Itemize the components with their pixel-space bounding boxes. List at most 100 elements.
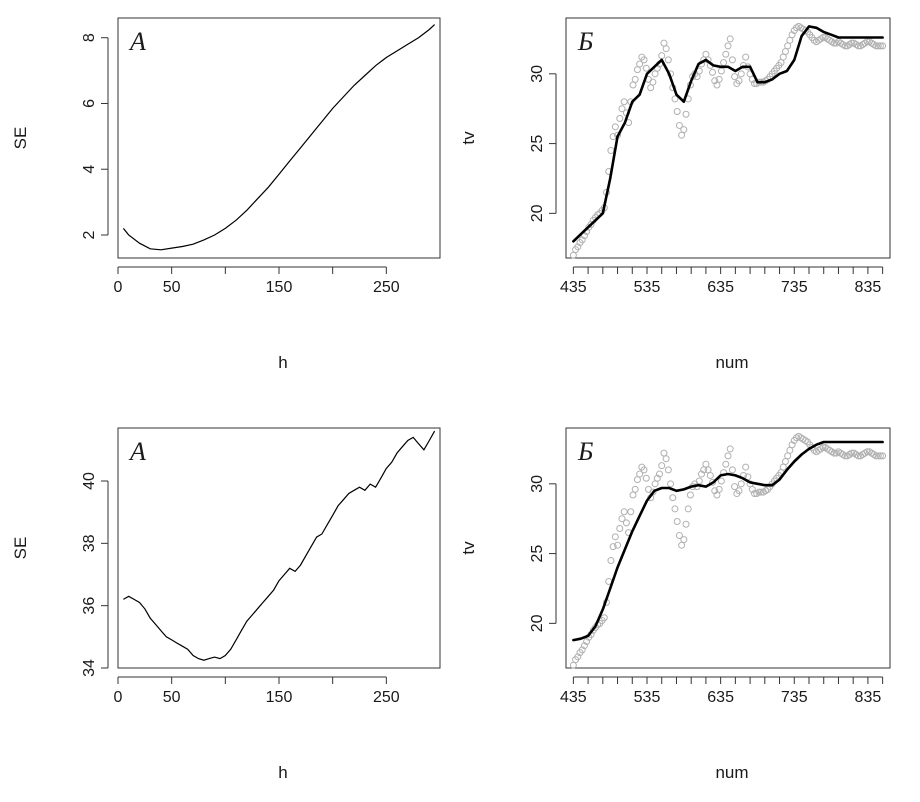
data-point: [673, 107, 681, 115]
panel-d-smooth-curve: [572, 440, 884, 642]
panel-c-panel-letter: А: [128, 437, 146, 466]
data-point: [574, 243, 582, 251]
data-point: [819, 34, 827, 42]
data-point: [662, 455, 670, 463]
data-point: [642, 64, 650, 72]
data-point: [620, 98, 628, 106]
panel-b-panel-letter: Б: [577, 27, 593, 56]
data-point: [673, 517, 681, 525]
data-point: [876, 42, 884, 50]
panel-b-x-axis-title: num: [715, 353, 748, 372]
panel-d-y-tick-label: 30: [529, 475, 546, 493]
data-point: [841, 452, 849, 460]
data-point: [636, 60, 644, 68]
data-point: [854, 452, 862, 460]
panel-c-y-tick-label: 38: [81, 534, 98, 552]
data-point: [717, 67, 725, 75]
data-point: [680, 536, 688, 544]
panel-d-panel-letter: Б: [577, 437, 593, 466]
panel-c-x-tick-label: 0: [114, 689, 123, 706]
data-point: [739, 61, 747, 69]
data-point: [644, 485, 652, 493]
data-point: [616, 524, 624, 532]
panel-b-smooth-curve: [572, 25, 884, 243]
data-point: [755, 488, 763, 496]
data-point: [872, 452, 880, 460]
panel-d-x-tick-label: 435: [560, 689, 587, 706]
data-point: [656, 470, 664, 478]
panel-a: 0 50 150 250 2 4 6 8 h SE А: [11, 17, 441, 372]
data-point: [735, 77, 743, 85]
data-point: [640, 466, 648, 474]
data-point: [711, 77, 719, 85]
data-point: [788, 31, 796, 39]
panel-d-x-tick-label: 535: [634, 689, 661, 706]
data-point: [620, 508, 628, 516]
panel-b: 435 535 635 735 835 20 25 30 num tv Б: [459, 17, 891, 372]
data-point: [711, 487, 719, 495]
data-point: [627, 508, 635, 516]
panel-c-y-tick-label: 34: [81, 659, 98, 677]
panel-b-x-tick-label: 835: [855, 279, 882, 296]
data-point: [874, 452, 882, 460]
panel-b-y-axis-title: tv: [459, 131, 478, 145]
data-point: [682, 110, 690, 118]
data-point: [751, 80, 759, 88]
data-point: [611, 123, 619, 131]
data-point: [854, 42, 862, 50]
data-point: [642, 474, 650, 482]
data-point: [649, 488, 657, 496]
data-point: [682, 520, 690, 528]
panel-a-y-tick-label: 4: [81, 165, 98, 174]
data-point: [574, 653, 582, 661]
panel-d-frame: [565, 427, 891, 669]
data-point: [609, 133, 617, 141]
data-point: [611, 533, 619, 541]
data-point: [580, 232, 588, 240]
data-point: [614, 541, 622, 549]
data-point: [664, 466, 672, 474]
data-point: [658, 462, 666, 470]
panel-b-frame: [565, 17, 891, 259]
data-point: [675, 121, 683, 129]
panel-b-x-tick-label: 535: [634, 279, 661, 296]
data-point: [667, 480, 675, 488]
panel-b-y-tick-label: 30: [529, 65, 546, 83]
panel-a-x-tick-label: 150: [266, 279, 293, 296]
panel-a-x-axis-title: h: [278, 353, 287, 372]
panel-c-y-axis-title: SE: [11, 537, 30, 560]
data-point: [706, 471, 714, 479]
data-point: [618, 105, 626, 113]
data-point: [722, 460, 730, 468]
data-point: [600, 614, 608, 622]
data-point: [640, 56, 648, 64]
data-point: [715, 75, 723, 83]
data-point: [724, 42, 732, 50]
panel-d-points: [569, 432, 887, 669]
data-point: [616, 114, 624, 122]
data-point: [662, 45, 670, 53]
panel-c-y-tick-label: 40: [81, 472, 98, 490]
data-point: [675, 531, 683, 539]
panel-a-y-tick-label: 6: [81, 99, 98, 108]
data-point: [697, 470, 705, 478]
panel-a-x-tick-label: 250: [373, 279, 400, 296]
data-point: [751, 490, 759, 498]
data-point: [671, 505, 679, 513]
panel-b-x-tick-label: 435: [560, 279, 587, 296]
panel-c-x-tick-label: 150: [266, 689, 293, 706]
data-point: [742, 463, 750, 471]
data-point: [879, 42, 887, 50]
data-point: [874, 42, 882, 50]
data-point: [686, 491, 694, 499]
panel-c-y-tick-label: 36: [81, 597, 98, 615]
data-point: [737, 480, 745, 488]
panel-d-x-axis-title: num: [715, 763, 748, 782]
data-point: [731, 73, 739, 81]
panel-a-x-tick-label: 0: [114, 279, 123, 296]
panel-c-frame: [117, 427, 441, 669]
panel-c-series-line: [123, 430, 436, 661]
panel-d: 435 535 635 735 835 20 25 30 num tv Б: [459, 427, 891, 782]
panel-c-x-tick-label: 250: [373, 689, 400, 706]
